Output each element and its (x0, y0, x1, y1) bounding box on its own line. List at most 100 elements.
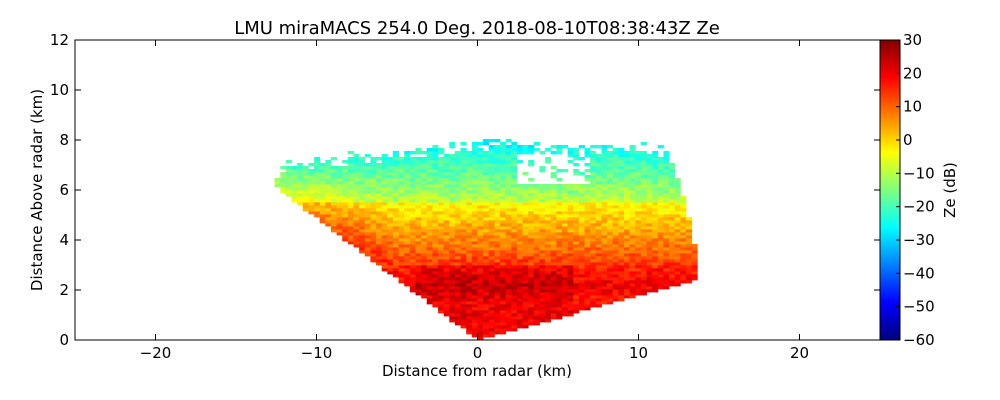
heatmap-cell (680, 199, 687, 203)
heatmap-cell (607, 253, 614, 257)
heatmap-cell (629, 187, 636, 191)
heatmap-cell (432, 154, 439, 158)
heatmap-cell (460, 286, 467, 290)
heatmap-cell (494, 196, 501, 200)
heatmap-cell (601, 178, 608, 182)
heatmap-cell (567, 226, 574, 230)
heatmap-cell (516, 250, 523, 254)
heatmap-cell (556, 241, 563, 245)
heatmap-cell (336, 199, 343, 203)
heatmap-cell (409, 175, 416, 179)
heatmap-cell (680, 259, 687, 263)
heatmap-cell (477, 232, 484, 236)
heatmap-cell (432, 226, 439, 230)
heatmap-cell (590, 157, 597, 161)
heatmap-cell (466, 307, 473, 311)
heatmap-cell (556, 259, 563, 263)
heatmap-cell (652, 199, 659, 203)
heatmap-cell (291, 181, 298, 185)
heatmap-cell (550, 307, 557, 311)
heatmap-cell (432, 208, 439, 212)
heatmap-cell (460, 181, 467, 185)
heatmap-cell (567, 154, 574, 158)
heatmap-cell (612, 232, 619, 236)
heatmap-cell (646, 172, 653, 176)
heatmap-cell (657, 166, 664, 170)
heatmap-cell (505, 235, 512, 239)
heatmap-cell (629, 259, 636, 263)
heatmap-cell (511, 298, 518, 302)
heatmap-cell (516, 289, 523, 293)
heatmap-cell (404, 205, 411, 209)
heatmap-cell (601, 250, 608, 254)
heatmap-cell (573, 229, 580, 233)
heatmap-cell (680, 268, 687, 272)
heatmap-cell (511, 223, 518, 227)
heatmap-cell (466, 274, 473, 278)
heatmap-cell (511, 304, 518, 308)
heatmap-cell (612, 253, 619, 257)
heatmap-cell (618, 259, 625, 263)
heatmap-cell (640, 283, 647, 287)
heatmap-cell (347, 205, 354, 209)
heatmap-cell (364, 232, 371, 236)
heatmap-cell (522, 220, 529, 224)
heatmap-cell (567, 247, 574, 251)
heatmap-cell (511, 328, 518, 332)
heatmap-cell (584, 268, 591, 272)
heatmap-cell (629, 196, 636, 200)
heatmap-cell (432, 232, 439, 236)
heatmap-cell (387, 208, 394, 212)
heatmap-cell (392, 193, 399, 197)
heatmap-cell (657, 244, 664, 248)
heatmap-cell (297, 187, 304, 191)
heatmap-cell (449, 277, 456, 281)
heatmap-cell (421, 181, 428, 185)
heatmap-cell (483, 331, 490, 335)
heatmap-cell (471, 250, 478, 254)
heatmap-cell (669, 229, 676, 233)
heatmap-cell (663, 166, 670, 170)
heatmap-cell (415, 178, 422, 182)
heatmap-cell (483, 268, 490, 272)
heatmap-cell (657, 220, 664, 224)
heatmap-cell (500, 280, 507, 284)
heatmap-cell (336, 178, 343, 182)
heatmap-cell (595, 253, 602, 257)
heatmap-cell (392, 265, 399, 269)
heatmap-cell (347, 187, 354, 191)
heatmap-cell (426, 259, 433, 263)
heatmap-cell (652, 241, 659, 245)
heatmap-cell (567, 187, 574, 191)
heatmap-cell (376, 250, 383, 254)
heatmap-cell (567, 232, 574, 236)
heatmap-cell (652, 253, 659, 257)
heatmap-cell (528, 244, 535, 248)
heatmap-cell (483, 247, 490, 251)
heatmap-cell (488, 247, 495, 251)
heatmap-cell (426, 229, 433, 233)
heatmap-cell (607, 274, 614, 278)
heatmap-cell (330, 217, 338, 221)
heatmap-cell (466, 265, 473, 269)
heatmap-cell (471, 292, 478, 296)
heatmap-cell (505, 328, 512, 332)
heatmap-cell (680, 229, 687, 233)
heatmap-cell (528, 322, 535, 326)
heatmap-cell (533, 250, 540, 254)
heatmap-cell (460, 259, 467, 263)
heatmap-cell (635, 277, 642, 281)
heatmap-cell (629, 181, 636, 185)
heatmap-cell (562, 211, 569, 215)
heatmap-cell (511, 142, 518, 146)
heatmap-cell (477, 241, 484, 245)
heatmap-cell (612, 193, 619, 197)
heatmap-cell (297, 193, 304, 197)
heatmap-cell (483, 313, 490, 317)
heatmap-cell (505, 274, 512, 278)
heatmap-cell (550, 262, 557, 266)
heatmap-cell (336, 187, 343, 191)
heatmap-cell (562, 268, 569, 272)
heatmap-cell (584, 244, 591, 248)
heatmap-cell (516, 262, 523, 266)
